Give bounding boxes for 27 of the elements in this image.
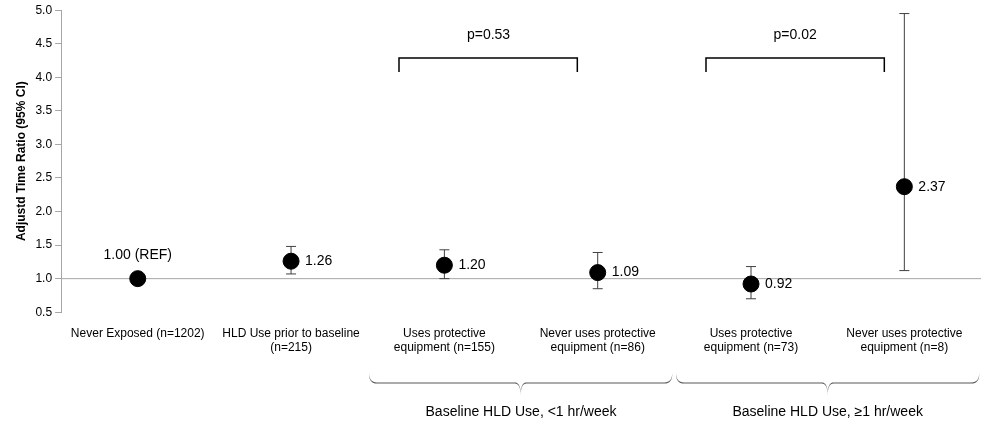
x-tick-label: Never uses protective equipment (n=8) bbox=[846, 325, 963, 355]
x-tick-label: Uses protective equipment (n=155) bbox=[393, 325, 495, 355]
y-tick-label: 4.0 bbox=[35, 69, 53, 84]
text: Baseline HLD Use, ≥1 hr/week bbox=[732, 403, 923, 419]
data-label: 1.00 (REF) bbox=[103, 245, 172, 262]
y-tick-label: 0.5 bbox=[35, 304, 53, 319]
y-tick-label: 3.0 bbox=[35, 136, 53, 151]
y-tick-label: 2.0 bbox=[35, 203, 53, 218]
y-tick-label: 4.5 bbox=[35, 36, 53, 51]
annotation: p=0.53 bbox=[466, 26, 511, 43]
data-label: 0.92 bbox=[765, 274, 793, 291]
data-label: 2.37 bbox=[918, 177, 946, 194]
annotation: p=0.02 bbox=[773, 26, 817, 43]
text: Baseline HLD Use, <1 hr/week bbox=[425, 403, 617, 419]
x-tick-label: Uses protective equipment (n=73) bbox=[703, 325, 799, 355]
y-tick-label: 3.5 bbox=[35, 103, 53, 118]
y-tick-label: 2.5 bbox=[35, 170, 53, 185]
x-tick-label: HLD Use prior to baseline (n=215) bbox=[222, 325, 361, 355]
y-axis-title: Adjustd Time Ratio (95% CI) bbox=[13, 81, 28, 242]
data-label: 1.20 bbox=[458, 256, 486, 273]
y-tick-label: 5.0 bbox=[35, 2, 53, 17]
y-tick-label: 1.0 bbox=[35, 270, 53, 285]
data-label: 1.26 bbox=[305, 252, 333, 269]
data-label: 1.09 bbox=[611, 263, 640, 280]
y-tick-label: 1.5 bbox=[35, 237, 53, 252]
x-tick-label: Never uses protective equipment (n=86) bbox=[539, 325, 657, 355]
x-tick-label: Never Exposed (n=1202) bbox=[70, 325, 205, 340]
